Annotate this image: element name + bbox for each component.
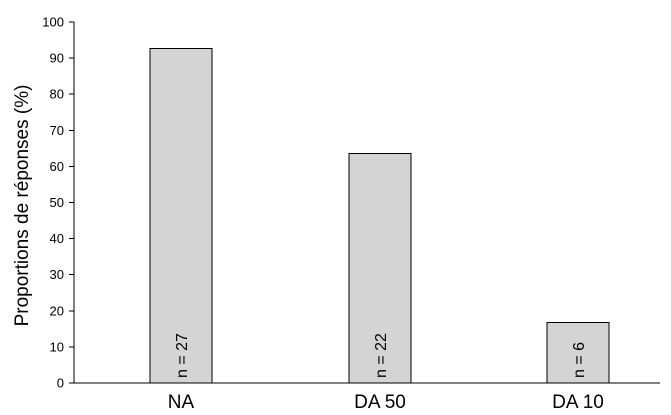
x-axis-ticks: NA DA 50 DA 10 (168, 392, 604, 413)
bar (546, 322, 610, 384)
bar (149, 48, 213, 384)
y-tick-label: 50 (50, 195, 64, 210)
y-tick-label: 80 (50, 87, 64, 102)
y-axis-title-group: Proportions de réponses (%) (12, 85, 33, 327)
bar-annotation: n = 27 (174, 333, 191, 378)
bar-annotation: n = 6 (571, 342, 588, 378)
y-tick-label: 30 (50, 267, 64, 282)
y-axis-title: Proportions de réponses (%) (12, 85, 33, 327)
bars (149, 48, 610, 384)
x-tick-label: NA (168, 392, 195, 413)
y-tick-label: 10 (50, 339, 64, 354)
bar (348, 152, 412, 384)
x-tick-label: DA 10 (552, 392, 604, 413)
y-tick-label: 0 (57, 376, 64, 391)
y-tick-label: 100 (42, 15, 64, 30)
x-tick-label: DA 50 (354, 392, 406, 413)
y-tick-label: 60 (50, 159, 64, 174)
bar-annotation: n = 22 (373, 333, 390, 378)
y-tick-label: 40 (50, 231, 64, 246)
bar-annotations: n = 27 n = 22 n = 6 (174, 333, 588, 378)
y-tick-label: 90 (50, 51, 64, 66)
y-axis-ticks: 0 10 20 30 40 50 60 70 80 90 100 (42, 15, 74, 391)
y-tick-label: 20 (50, 303, 64, 318)
y-tick-label: 70 (50, 123, 64, 138)
